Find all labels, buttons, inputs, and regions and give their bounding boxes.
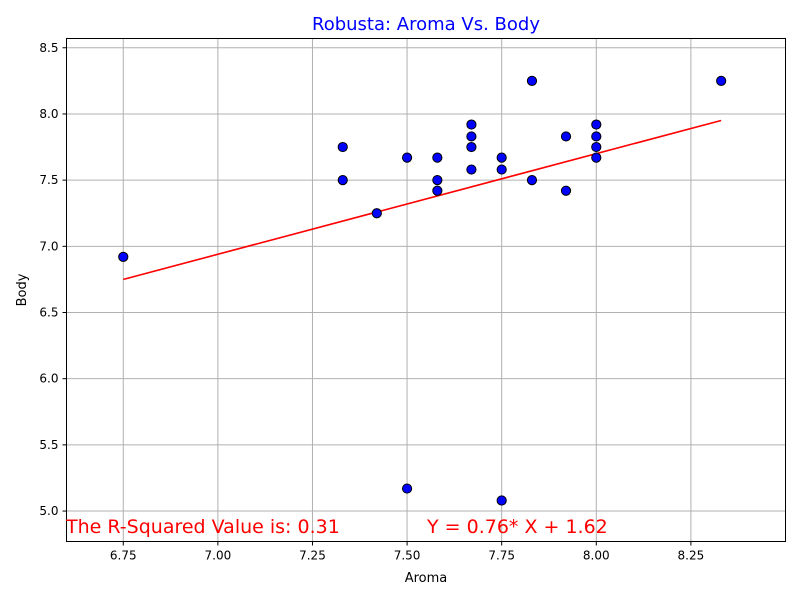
data-point bbox=[496, 152, 507, 163]
data-point bbox=[371, 208, 382, 219]
data-point bbox=[496, 495, 507, 506]
data-point bbox=[466, 131, 477, 142]
data-points bbox=[118, 75, 727, 506]
y-axis-label: Body bbox=[15, 273, 30, 306]
regression-line bbox=[123, 119, 722, 281]
grid bbox=[66, 38, 786, 542]
x-tick-label: 7.00 bbox=[205, 549, 232, 563]
y-axis-ticks: 5.0 5.5 6.0 6.5 7.0 7.5 8.0 8.5 bbox=[39, 41, 67, 518]
x-tick-label: 8.00 bbox=[583, 549, 610, 563]
x-tick-label: 8.25 bbox=[678, 549, 705, 563]
data-point bbox=[401, 483, 413, 494]
data-point bbox=[496, 164, 507, 175]
plot-area-frame bbox=[66, 38, 786, 542]
data-point bbox=[526, 75, 538, 86]
x-tick-label: 7.75 bbox=[488, 549, 515, 563]
data-point bbox=[432, 152, 443, 163]
data-point bbox=[526, 175, 538, 186]
y-tick-label: 8.5 bbox=[39, 41, 58, 55]
data-point bbox=[401, 152, 413, 163]
data-point bbox=[591, 141, 602, 153]
y-tick-label: 5.5 bbox=[39, 438, 58, 452]
y-tick-label: 7.5 bbox=[39, 173, 58, 187]
data-point bbox=[591, 152, 602, 163]
y-tick-label: 6.5 bbox=[39, 306, 58, 320]
data-point bbox=[337, 175, 348, 186]
chart-title: Robusta: Aroma Vs. Body bbox=[312, 14, 540, 35]
data-point bbox=[466, 164, 477, 175]
y-tick-label: 7.0 bbox=[39, 239, 58, 253]
y-tick-label: 8.0 bbox=[39, 107, 58, 121]
annotation-equation: Y = 0.76* X + 1.62 bbox=[426, 516, 608, 538]
data-point bbox=[118, 251, 129, 263]
y-tick-label: 5.0 bbox=[39, 504, 58, 518]
data-point bbox=[716, 75, 727, 86]
x-axis-ticks: 6.75 7.00 7.25 7.50 7.75 8.00 8.25 bbox=[110, 541, 705, 563]
data-point bbox=[560, 131, 572, 142]
x-axis-label: Aroma bbox=[405, 571, 448, 586]
data-point bbox=[466, 141, 477, 153]
data-point bbox=[466, 119, 477, 130]
data-point bbox=[591, 119, 602, 130]
x-tick-label: 7.50 bbox=[394, 549, 421, 563]
x-tick-label: 7.25 bbox=[299, 549, 326, 563]
data-point bbox=[432, 185, 443, 196]
data-point bbox=[560, 185, 572, 196]
data-point bbox=[337, 141, 348, 153]
data-point bbox=[591, 131, 602, 142]
y-tick-label: 6.0 bbox=[39, 372, 58, 386]
data-point bbox=[432, 175, 443, 186]
x-tick-label: 6.75 bbox=[110, 549, 137, 563]
regression-line-group bbox=[123, 119, 722, 281]
annotation-r-squared: The R-Squared Value is: 0.31 bbox=[65, 516, 340, 538]
